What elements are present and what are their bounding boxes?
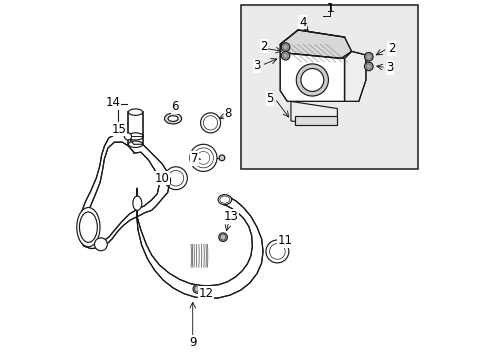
Text: 3: 3 — [386, 61, 393, 74]
Text: 11: 11 — [277, 234, 292, 247]
Text: 2: 2 — [387, 42, 395, 55]
Polygon shape — [78, 134, 169, 249]
Ellipse shape — [218, 195, 231, 204]
Text: 1: 1 — [326, 2, 333, 15]
Ellipse shape — [128, 141, 142, 148]
Text: 2: 2 — [260, 40, 267, 53]
Polygon shape — [290, 102, 337, 125]
Ellipse shape — [164, 113, 181, 124]
Ellipse shape — [80, 212, 97, 242]
Circle shape — [281, 51, 289, 60]
Circle shape — [364, 62, 372, 71]
Text: 7: 7 — [190, 152, 198, 165]
Bar — [241, 5, 417, 169]
Bar — [294, 116, 337, 125]
Text: 8: 8 — [224, 107, 232, 120]
Ellipse shape — [133, 196, 142, 210]
Text: 5: 5 — [266, 92, 273, 105]
Text: 1: 1 — [326, 2, 333, 15]
Text: 10: 10 — [155, 172, 169, 185]
Polygon shape — [344, 51, 365, 102]
Circle shape — [124, 133, 131, 140]
Circle shape — [94, 238, 107, 251]
Polygon shape — [136, 188, 263, 298]
Text: 6: 6 — [171, 100, 178, 113]
Polygon shape — [280, 30, 351, 59]
Polygon shape — [83, 142, 159, 242]
Circle shape — [218, 233, 227, 242]
Ellipse shape — [77, 207, 100, 247]
Text: 4: 4 — [298, 15, 306, 28]
Ellipse shape — [164, 176, 170, 185]
Text: 13: 13 — [224, 210, 238, 223]
Circle shape — [364, 53, 372, 61]
Text: 9: 9 — [188, 336, 196, 349]
Text: 15: 15 — [111, 123, 126, 136]
Circle shape — [219, 155, 224, 161]
Circle shape — [296, 64, 328, 96]
Ellipse shape — [128, 109, 142, 115]
Text: 12: 12 — [198, 287, 213, 300]
Ellipse shape — [168, 116, 178, 121]
Circle shape — [156, 176, 161, 181]
Circle shape — [300, 68, 323, 91]
Text: 3: 3 — [253, 59, 260, 72]
Text: 14: 14 — [105, 96, 121, 109]
Polygon shape — [280, 44, 344, 102]
Circle shape — [193, 285, 201, 293]
Circle shape — [281, 43, 289, 51]
